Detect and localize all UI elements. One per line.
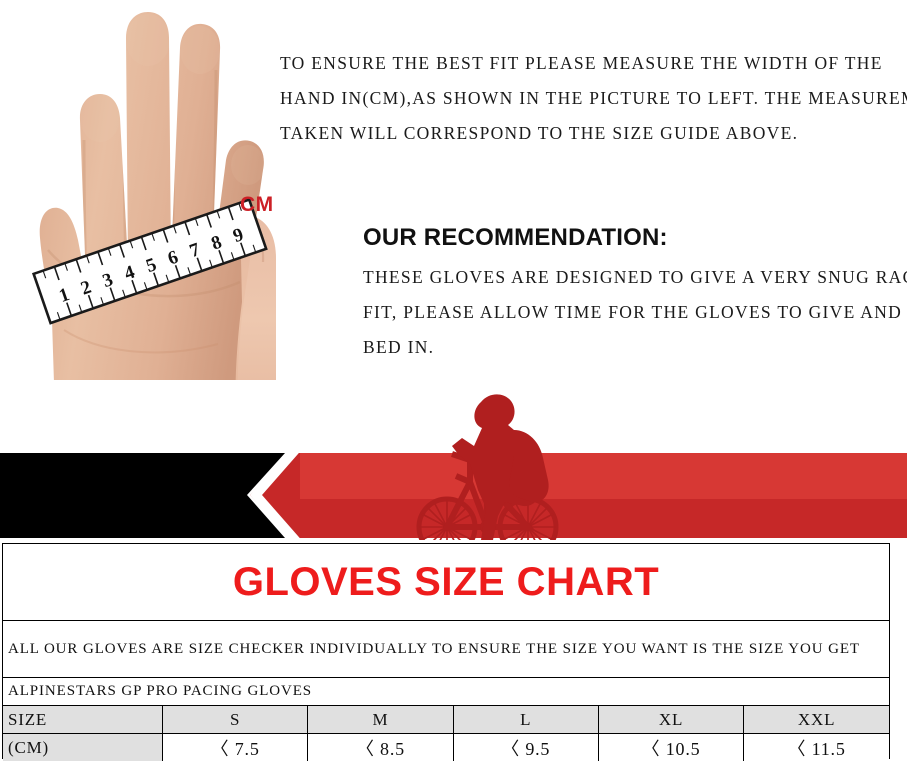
recommendation-line-1: THESE GLOVES ARE DESIGNED TO GIVE A VERY… xyxy=(363,267,907,287)
table-cell-size-l: L xyxy=(452,705,599,734)
table-cell-measure-xxl: 〈 11.5 xyxy=(743,733,889,761)
cm-unit-label: CM xyxy=(240,193,274,216)
recommendation-line-3: BED IN. xyxy=(363,337,435,357)
recommendation-line-2: FIT, PLEASE ALLOW TIME FOR THE GLOVES TO… xyxy=(363,302,903,322)
black-band xyxy=(0,453,285,538)
chart-title: GLOVES SIZE CHART xyxy=(232,560,660,604)
table-cell-size-m: M xyxy=(307,705,454,734)
chart-note-text: ALL OUR GLOVES ARE SIZE CHECKER INDIVIDU… xyxy=(8,640,860,657)
table-header-size-label: SIZE xyxy=(3,705,163,734)
product-name-text: ALPINESTARS GP PRO PACING GLOVES xyxy=(8,683,313,699)
hand-shape xyxy=(39,12,276,446)
table-cell-size-s: S xyxy=(161,705,309,734)
recommendation-body: THESE GLOVES ARE DESIGNED TO GIVE A VERY… xyxy=(363,260,907,365)
chevron-divider xyxy=(250,446,305,540)
table-header-cm-label: (CM) xyxy=(3,733,163,761)
hand-illustration: 123 456 789 xyxy=(8,0,276,446)
table-cell-size-xl: XL xyxy=(597,705,745,734)
table-row-measurements: (CM) 〈 7.5 〈 8.5 〈 9.5 〈 10.5 〈 11.5 xyxy=(3,733,889,761)
instruction-line-1: TO ENSURE THE BEST FIT PLEASE MEASURE TH… xyxy=(280,53,883,73)
chart-product-row: ALPINESTARS GP PRO PACING GLOVES xyxy=(3,678,889,705)
table-row-sizes: SIZE S M L XL XXL xyxy=(3,705,889,734)
table-cell-measure-l: 〈 9.5 xyxy=(452,733,599,761)
recommendation-heading: OUR RECOMMENDATION: xyxy=(363,224,668,251)
cyclist-icon xyxy=(416,394,559,540)
instruction-line-3: TAKEN WILL CORRESPOND TO THE SIZE GUIDE … xyxy=(280,123,799,143)
chart-note-row: ALL OUR GLOVES ARE SIZE CHECKER INDIVIDU… xyxy=(3,621,889,678)
recommendation-block: OUR RECOMMENDATION: THESE GLOVES ARE DES… xyxy=(363,224,907,365)
fit-instructions-text: TO ENSURE THE BEST FIT PLEASE MEASURE TH… xyxy=(280,46,907,151)
table-cell-measure-s: 〈 7.5 xyxy=(161,733,309,761)
table-cell-size-xxl: XXL xyxy=(743,705,889,734)
cyclist-banner xyxy=(0,380,907,540)
table-cell-measure-xl: 〈 10.5 xyxy=(597,733,745,761)
size-table: SIZE S M L XL XXL (CM) 〈 7.5 〈 8.5 〈 9.5… xyxy=(3,705,889,761)
chart-title-row: GLOVES SIZE CHART xyxy=(3,544,889,621)
banner-graphic xyxy=(0,380,907,540)
instruction-line-2: HAND IN(CM),AS SHOWN IN THE PICTURE TO L… xyxy=(280,88,907,108)
table-cell-measure-m: 〈 8.5 xyxy=(307,733,454,761)
size-chart-box: GLOVES SIZE CHART ALL OUR GLOVES ARE SIZ… xyxy=(2,543,890,761)
